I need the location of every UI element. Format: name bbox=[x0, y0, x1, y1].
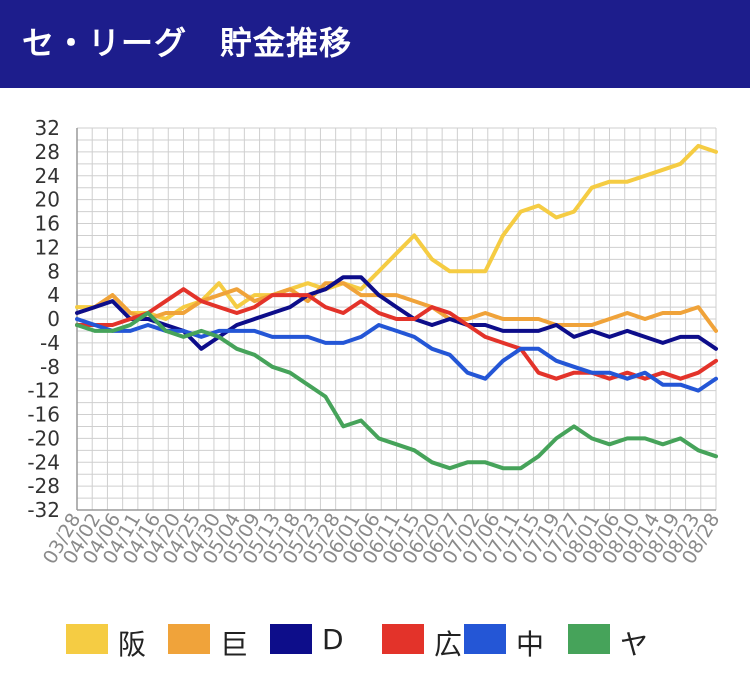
legend-label: 阪 bbox=[118, 628, 147, 661]
y-tick-label: -4 bbox=[40, 331, 60, 355]
y-tick-label: 4 bbox=[47, 283, 60, 307]
y-tick-label: -28 bbox=[27, 474, 60, 498]
page-title: セ・リーグ 貯金推移 bbox=[22, 24, 353, 62]
grid bbox=[76, 127, 717, 511]
y-tick-label: -16 bbox=[27, 403, 60, 427]
y-tick-label: 28 bbox=[35, 140, 60, 164]
header-bar: セ・リーグ 貯金推移 bbox=[0, 0, 750, 88]
y-tick-label: 8 bbox=[47, 259, 60, 283]
y-tick-label: 0 bbox=[47, 307, 60, 331]
legend-swatch bbox=[270, 624, 312, 654]
legend-label: 巨 bbox=[220, 628, 249, 661]
y-tick-label: 32 bbox=[35, 116, 60, 140]
y-tick-label: 20 bbox=[35, 188, 60, 212]
y-tick-label: -20 bbox=[27, 426, 60, 450]
y-tick-label: -12 bbox=[27, 379, 60, 403]
legend-swatch bbox=[168, 624, 210, 654]
series-line bbox=[75, 281, 718, 333]
series-line bbox=[75, 143, 718, 321]
y-tick-label: 16 bbox=[35, 212, 60, 236]
series-line bbox=[75, 287, 718, 381]
legend-label: 広 bbox=[434, 628, 463, 661]
legend-swatch bbox=[568, 624, 610, 654]
legend-label: D bbox=[322, 623, 344, 656]
x-axis: 03/2804/0204/0604/1104/1604/2004/2504/30… bbox=[39, 510, 724, 568]
legend-swatch bbox=[464, 624, 506, 654]
legend-swatch bbox=[382, 624, 424, 654]
legend-label: 中 bbox=[516, 628, 545, 661]
y-tick-label: -24 bbox=[27, 450, 60, 474]
y-tick-label: -32 bbox=[27, 498, 60, 522]
legend-label: ヤ bbox=[620, 628, 649, 661]
series-line bbox=[75, 317, 718, 393]
legend-swatch bbox=[66, 624, 108, 654]
series bbox=[75, 143, 718, 471]
y-tick-label: 12 bbox=[35, 235, 60, 259]
y-tick-label: -8 bbox=[40, 355, 60, 379]
y-tick-label: 24 bbox=[35, 164, 60, 188]
series-line bbox=[75, 311, 718, 471]
